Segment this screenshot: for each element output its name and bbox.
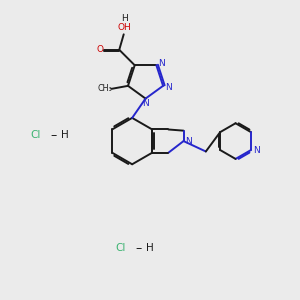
Text: H: H xyxy=(146,243,154,253)
Text: –: – xyxy=(50,129,56,142)
Text: –: – xyxy=(135,242,141,255)
Text: H: H xyxy=(121,14,128,23)
Text: N: N xyxy=(185,136,192,146)
Text: N: N xyxy=(142,99,149,108)
Text: H: H xyxy=(61,130,69,140)
Text: OH: OH xyxy=(118,23,131,32)
Text: Cl: Cl xyxy=(115,243,125,253)
Text: N: N xyxy=(158,59,165,68)
Text: N: N xyxy=(165,83,172,92)
Text: N: N xyxy=(253,146,260,154)
Text: O: O xyxy=(96,45,103,54)
Text: Cl: Cl xyxy=(30,130,41,140)
Text: CH₃: CH₃ xyxy=(98,84,112,93)
